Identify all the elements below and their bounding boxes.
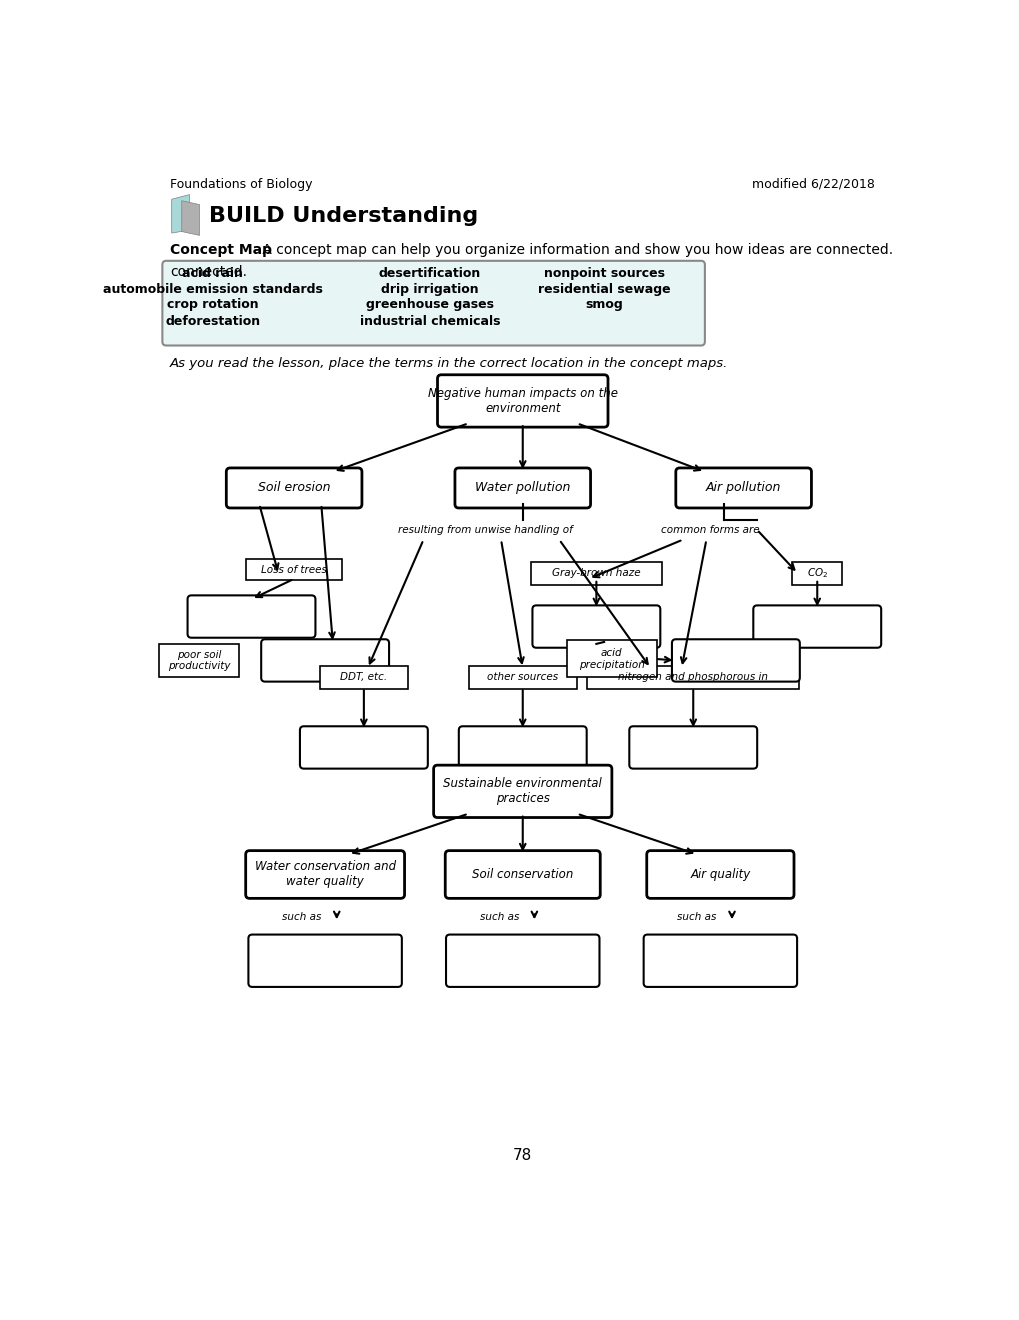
Text: industrial chemicals: industrial chemicals xyxy=(359,315,499,329)
FancyBboxPatch shape xyxy=(445,850,599,899)
Text: drip irrigation: drip irrigation xyxy=(380,282,478,296)
Text: Foundations of Biology: Foundations of Biology xyxy=(170,178,312,190)
Text: deforestation: deforestation xyxy=(165,315,260,329)
FancyBboxPatch shape xyxy=(469,665,576,689)
FancyBboxPatch shape xyxy=(261,639,388,681)
FancyBboxPatch shape xyxy=(249,935,401,987)
Text: modified 6/22/2018: modified 6/22/2018 xyxy=(752,178,874,190)
Text: connected.: connected. xyxy=(170,264,247,279)
FancyBboxPatch shape xyxy=(158,644,238,677)
FancyBboxPatch shape xyxy=(246,558,341,581)
Text: acid
precipitation: acid precipitation xyxy=(579,648,644,669)
Text: other sources: other sources xyxy=(487,672,557,682)
FancyBboxPatch shape xyxy=(643,935,796,987)
Text: desertification: desertification xyxy=(378,268,480,280)
Text: Loss of trees: Loss of trees xyxy=(261,565,327,574)
Text: DDT, etc.: DDT, etc. xyxy=(340,672,387,682)
FancyBboxPatch shape xyxy=(433,766,611,817)
Text: Water pollution: Water pollution xyxy=(475,482,570,495)
Text: BUILD Understanding: BUILD Understanding xyxy=(209,206,478,226)
Text: such as: such as xyxy=(479,912,519,921)
Text: resulting from unwise handling of: resulting from unwise handling of xyxy=(397,524,573,535)
FancyBboxPatch shape xyxy=(792,562,842,585)
FancyBboxPatch shape xyxy=(753,606,880,648)
FancyBboxPatch shape xyxy=(246,850,405,899)
Polygon shape xyxy=(181,201,200,235)
Text: greenhouse gases: greenhouse gases xyxy=(366,298,493,312)
Text: As you read the lesson, place the terms in the correct location in the concept m: As you read the lesson, place the terms … xyxy=(170,358,728,370)
FancyBboxPatch shape xyxy=(459,726,586,768)
FancyBboxPatch shape xyxy=(445,935,599,987)
FancyBboxPatch shape xyxy=(437,375,607,428)
FancyBboxPatch shape xyxy=(646,850,793,899)
Text: such as: such as xyxy=(677,912,716,921)
Text: Concept Map: Concept Map xyxy=(170,243,272,257)
Text: crop rotation: crop rotation xyxy=(167,298,258,312)
FancyBboxPatch shape xyxy=(587,665,799,689)
FancyBboxPatch shape xyxy=(226,469,362,508)
Polygon shape xyxy=(171,194,190,234)
Text: Soil erosion: Soil erosion xyxy=(258,482,330,495)
FancyBboxPatch shape xyxy=(629,726,756,768)
Text: poor soil
productivity: poor soil productivity xyxy=(167,649,230,672)
FancyBboxPatch shape xyxy=(187,595,315,638)
Text: 78: 78 xyxy=(513,1148,532,1163)
Text: residential sewage: residential sewage xyxy=(537,282,669,296)
FancyBboxPatch shape xyxy=(672,639,799,681)
FancyBboxPatch shape xyxy=(532,606,659,648)
Text: smog: smog xyxy=(585,298,623,312)
FancyBboxPatch shape xyxy=(300,726,427,768)
FancyBboxPatch shape xyxy=(454,469,590,508)
Text: acid rain: acid rain xyxy=(182,268,243,280)
Text: nitrogen and phosphorous in: nitrogen and phosphorous in xyxy=(618,672,767,682)
Text: Negative human impacts on the
environment: Negative human impacts on the environmen… xyxy=(427,387,618,414)
Text: A concept map can help you organize information and show you how ideas are conne: A concept map can help you organize info… xyxy=(258,243,892,257)
Text: automobile emission standards: automobile emission standards xyxy=(103,282,322,296)
Text: Water conservation and
water quality: Water conservation and water quality xyxy=(255,861,395,888)
Text: Air quality: Air quality xyxy=(690,869,750,880)
FancyBboxPatch shape xyxy=(567,640,656,677)
Text: Air pollution: Air pollution xyxy=(705,482,781,495)
Text: Gray-brown haze: Gray-brown haze xyxy=(551,569,640,578)
Text: Soil conservation: Soil conservation xyxy=(472,869,573,880)
Text: common forms are: common forms are xyxy=(660,524,759,535)
FancyBboxPatch shape xyxy=(676,469,811,508)
FancyBboxPatch shape xyxy=(162,261,704,346)
Text: such as: such as xyxy=(282,912,321,921)
FancyBboxPatch shape xyxy=(319,665,408,689)
Text: nonpoint sources: nonpoint sources xyxy=(543,268,664,280)
FancyBboxPatch shape xyxy=(530,562,661,585)
Text: CO$_2$: CO$_2$ xyxy=(806,566,827,581)
Text: Sustainable environmental
practices: Sustainable environmental practices xyxy=(443,777,601,805)
